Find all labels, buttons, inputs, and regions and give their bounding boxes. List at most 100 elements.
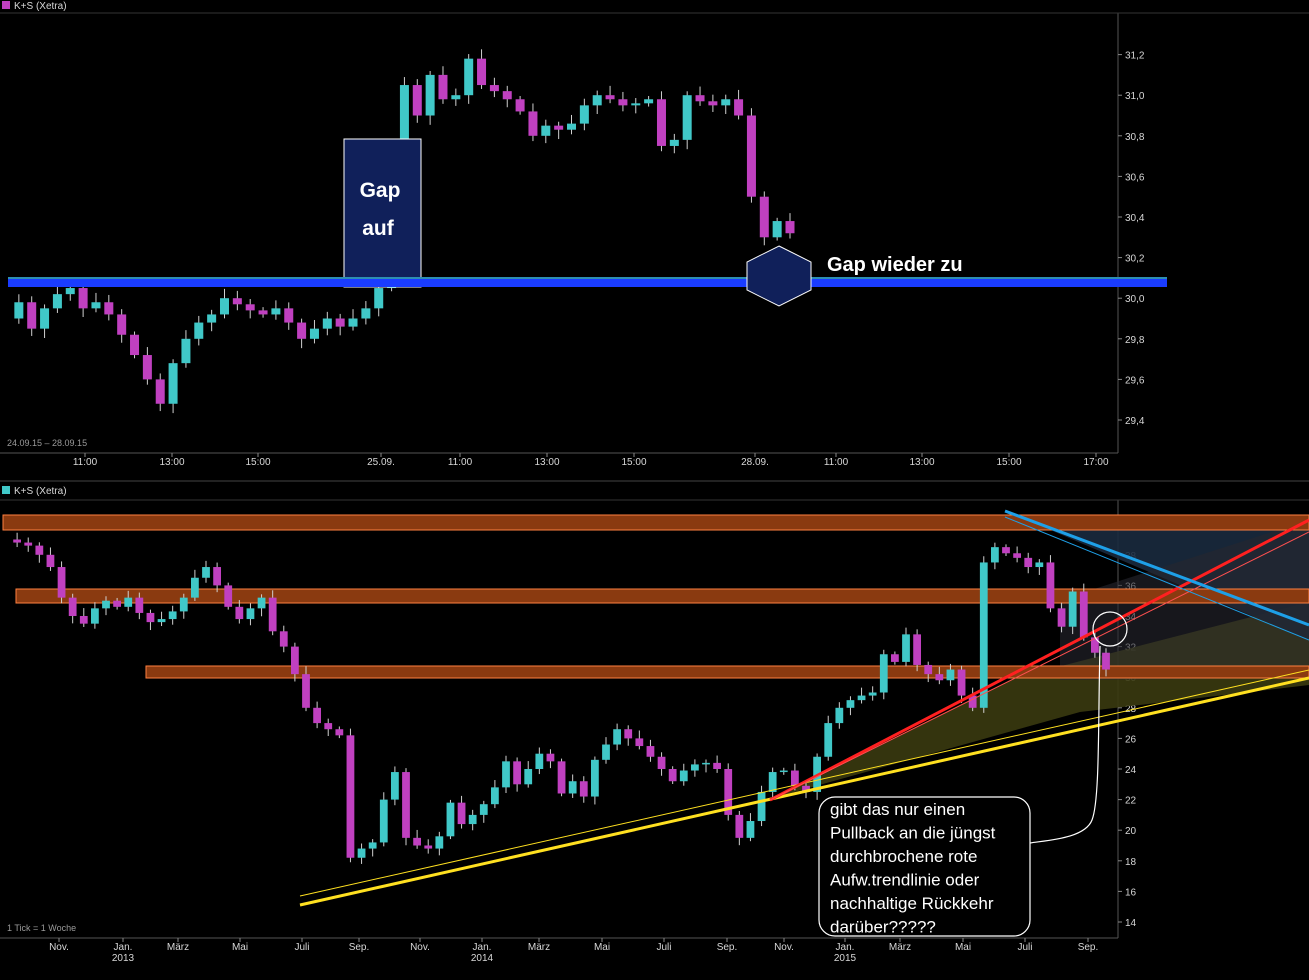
top-candle (631, 103, 641, 106)
yellow-trendline[interactable] (299, 676, 1309, 907)
bottom-x-tick-label: Nov. (774, 942, 794, 953)
bottom-candle (435, 836, 444, 849)
bottom-candle (468, 814, 477, 825)
top-candle (232, 298, 242, 305)
bottom-candle (224, 585, 233, 607)
bottom-candle (179, 597, 188, 612)
bottom-candle (746, 821, 755, 838)
bottom-x-tick-label: Juli (656, 942, 671, 953)
top-candle (155, 379, 165, 404)
top-candle (297, 322, 307, 339)
bottom-candle (113, 600, 121, 607)
bottom-x-tick-label: Jan. (114, 942, 133, 953)
bottom-x-tick-label: Nov. (410, 942, 430, 953)
bottom-candle (357, 848, 366, 858)
bottom-candle (1102, 652, 1110, 670)
bottom-y-tick-label: 18 (1125, 857, 1137, 868)
red-trendline[interactable] (769, 518, 1309, 802)
bottom-x-tick-label: März (528, 942, 550, 953)
top-candle (785, 221, 795, 234)
top-x-tick-label: 11:00 (73, 457, 98, 468)
resistance-zone-27[interactable] (145, 665, 1309, 679)
top-candle (708, 101, 718, 106)
bottom-candle (379, 799, 388, 843)
top-candle (579, 105, 589, 124)
bottom-x-tick-label: Juli (294, 942, 309, 953)
bottom-candle (924, 664, 933, 675)
resistance-zone-40[interactable] (2, 514, 1309, 531)
top-y-tick-label: 30,8 (1125, 132, 1145, 143)
bottom-candle (446, 802, 455, 837)
top-candle (772, 221, 782, 238)
bottom-candle (1091, 637, 1099, 653)
top-candle (117, 314, 127, 335)
blue-trendline-thin (1004, 516, 1309, 641)
bottom-candle (635, 738, 644, 747)
resistance-zone-33[interactable] (15, 588, 1309, 604)
bottom-candle (668, 769, 677, 782)
bottom-candle (235, 606, 244, 620)
bottom-candle (935, 674, 944, 681)
callout-line: darüber????? (830, 918, 936, 937)
bottom-candle (491, 787, 499, 805)
bottom-candle (402, 772, 410, 838)
bottom-y-tick-label: 24 (1125, 765, 1137, 776)
bottom-candle (68, 597, 77, 616)
bottom-candle (968, 695, 977, 708)
bottom-candle (602, 744, 610, 760)
top-candle (130, 334, 140, 356)
bottom-candle (324, 723, 333, 730)
bottom-candle (268, 597, 277, 632)
bottom-candle (868, 692, 877, 696)
top-candle (412, 85, 422, 116)
bottom-x-tick-label: März (167, 942, 189, 953)
top-candle (219, 298, 229, 315)
top-candle (477, 58, 487, 86)
bottom-candle (979, 562, 988, 708)
top-candle (682, 95, 692, 140)
bottom-candle (1024, 557, 1033, 568)
bottom-candle (779, 770, 788, 773)
gap-closed-hexagon (746, 245, 812, 307)
bottom-candle (335, 729, 344, 736)
top-candle (528, 111, 538, 136)
bottom-y-tick-label: 20 (1125, 826, 1137, 837)
top-x-tick-label: 13:00 (159, 457, 184, 468)
bottom-candle (346, 735, 355, 858)
bottom-x-tick-label: Sep. (349, 942, 370, 953)
top-candle (207, 314, 217, 323)
top-candle (721, 99, 731, 106)
bottom-candle (713, 762, 721, 769)
bottom-candle (657, 756, 666, 769)
top-y-tick-label: 30,4 (1125, 213, 1145, 224)
callout-line: nachhaltige Rückkehr (830, 894, 994, 913)
bottom-x-tick-label: Nov. (49, 942, 69, 953)
weekly-chart-panel[interactable]: K+S (Xetra) 1 Tick = 1 Woche 40383634323… (0, 480, 1309, 964)
top-y-tick-label: 30,2 (1125, 254, 1145, 265)
blue-trendline[interactable] (1004, 509, 1309, 627)
top-candle (335, 318, 345, 327)
gap-level-line[interactable] (8, 277, 1167, 287)
pullback-circle-marker (1092, 611, 1128, 647)
bottom-legend-icon (2, 486, 10, 494)
bottom-year-label: 2015 (834, 953, 857, 964)
bottom-candle (546, 753, 555, 762)
top-candle (14, 302, 24, 319)
top-x-tick-label: 13:00 (909, 457, 934, 468)
top-candle (309, 328, 319, 339)
top-chart-title: K+S (Xetra) (14, 1, 67, 12)
bottom-candle (613, 729, 621, 745)
bottom-y-tick-label: 22 (1125, 796, 1137, 807)
bottom-x-tick-label: Juli (1017, 942, 1032, 953)
top-candle (52, 294, 62, 309)
top-candle (27, 302, 37, 329)
bottom-year-label: 2014 (471, 953, 494, 964)
bottom-candle (302, 674, 310, 708)
top-candle (464, 58, 474, 96)
bottom-candle (91, 608, 99, 624)
bottom-year-label: 2013 (112, 953, 135, 964)
bottom-candle (891, 654, 899, 662)
intraday-chart-panel[interactable]: K+S (Xetra) 24.09.15 – 28.09.15 31,2 31,0… (0, 1, 1309, 468)
bottom-candle (579, 781, 588, 797)
